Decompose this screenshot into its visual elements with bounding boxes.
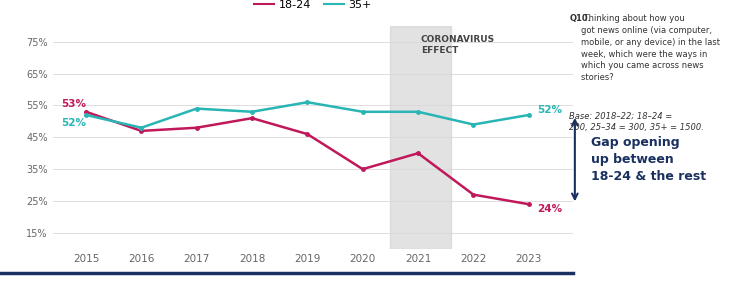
Text: Base: 2018–22; 18–24 =
200, 25–34 = 300, 35+ = 1500.: Base: 2018–22; 18–24 = 200, 25–34 = 300,… <box>569 112 704 132</box>
Text: Q10.: Q10. <box>569 14 591 23</box>
Legend: 18-24, 35+: 18-24, 35+ <box>250 0 376 15</box>
Text: 52%: 52% <box>61 118 86 128</box>
Text: CORONAVIRUS
EFFECT: CORONAVIRUS EFFECT <box>421 35 495 55</box>
Text: 53%: 53% <box>61 99 86 109</box>
Text: 52%: 52% <box>537 105 562 115</box>
Bar <box>391 26 452 249</box>
Text: Gap opening
up between
18-24 & the rest: Gap opening up between 18-24 & the rest <box>591 136 706 183</box>
Text: Thinking about how you
got news online (via computer,
mobile, or any device) in : Thinking about how you got news online (… <box>581 14 720 82</box>
Text: 24%: 24% <box>537 204 562 214</box>
